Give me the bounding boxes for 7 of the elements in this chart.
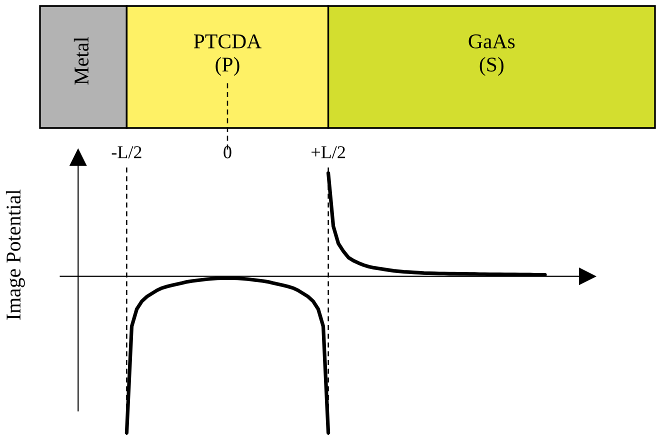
- x-tick-label: -L/2: [112, 146, 142, 158]
- text: Metal: [74, 37, 89, 85]
- text: GaAs (S): [468, 34, 515, 76]
- x-tick-label: +L/2: [312, 146, 345, 158]
- x-tick-label: 0: [224, 146, 232, 158]
- y-axis-title: Image Potential: [6, 190, 25, 320]
- text: PTCDA (P): [194, 34, 262, 76]
